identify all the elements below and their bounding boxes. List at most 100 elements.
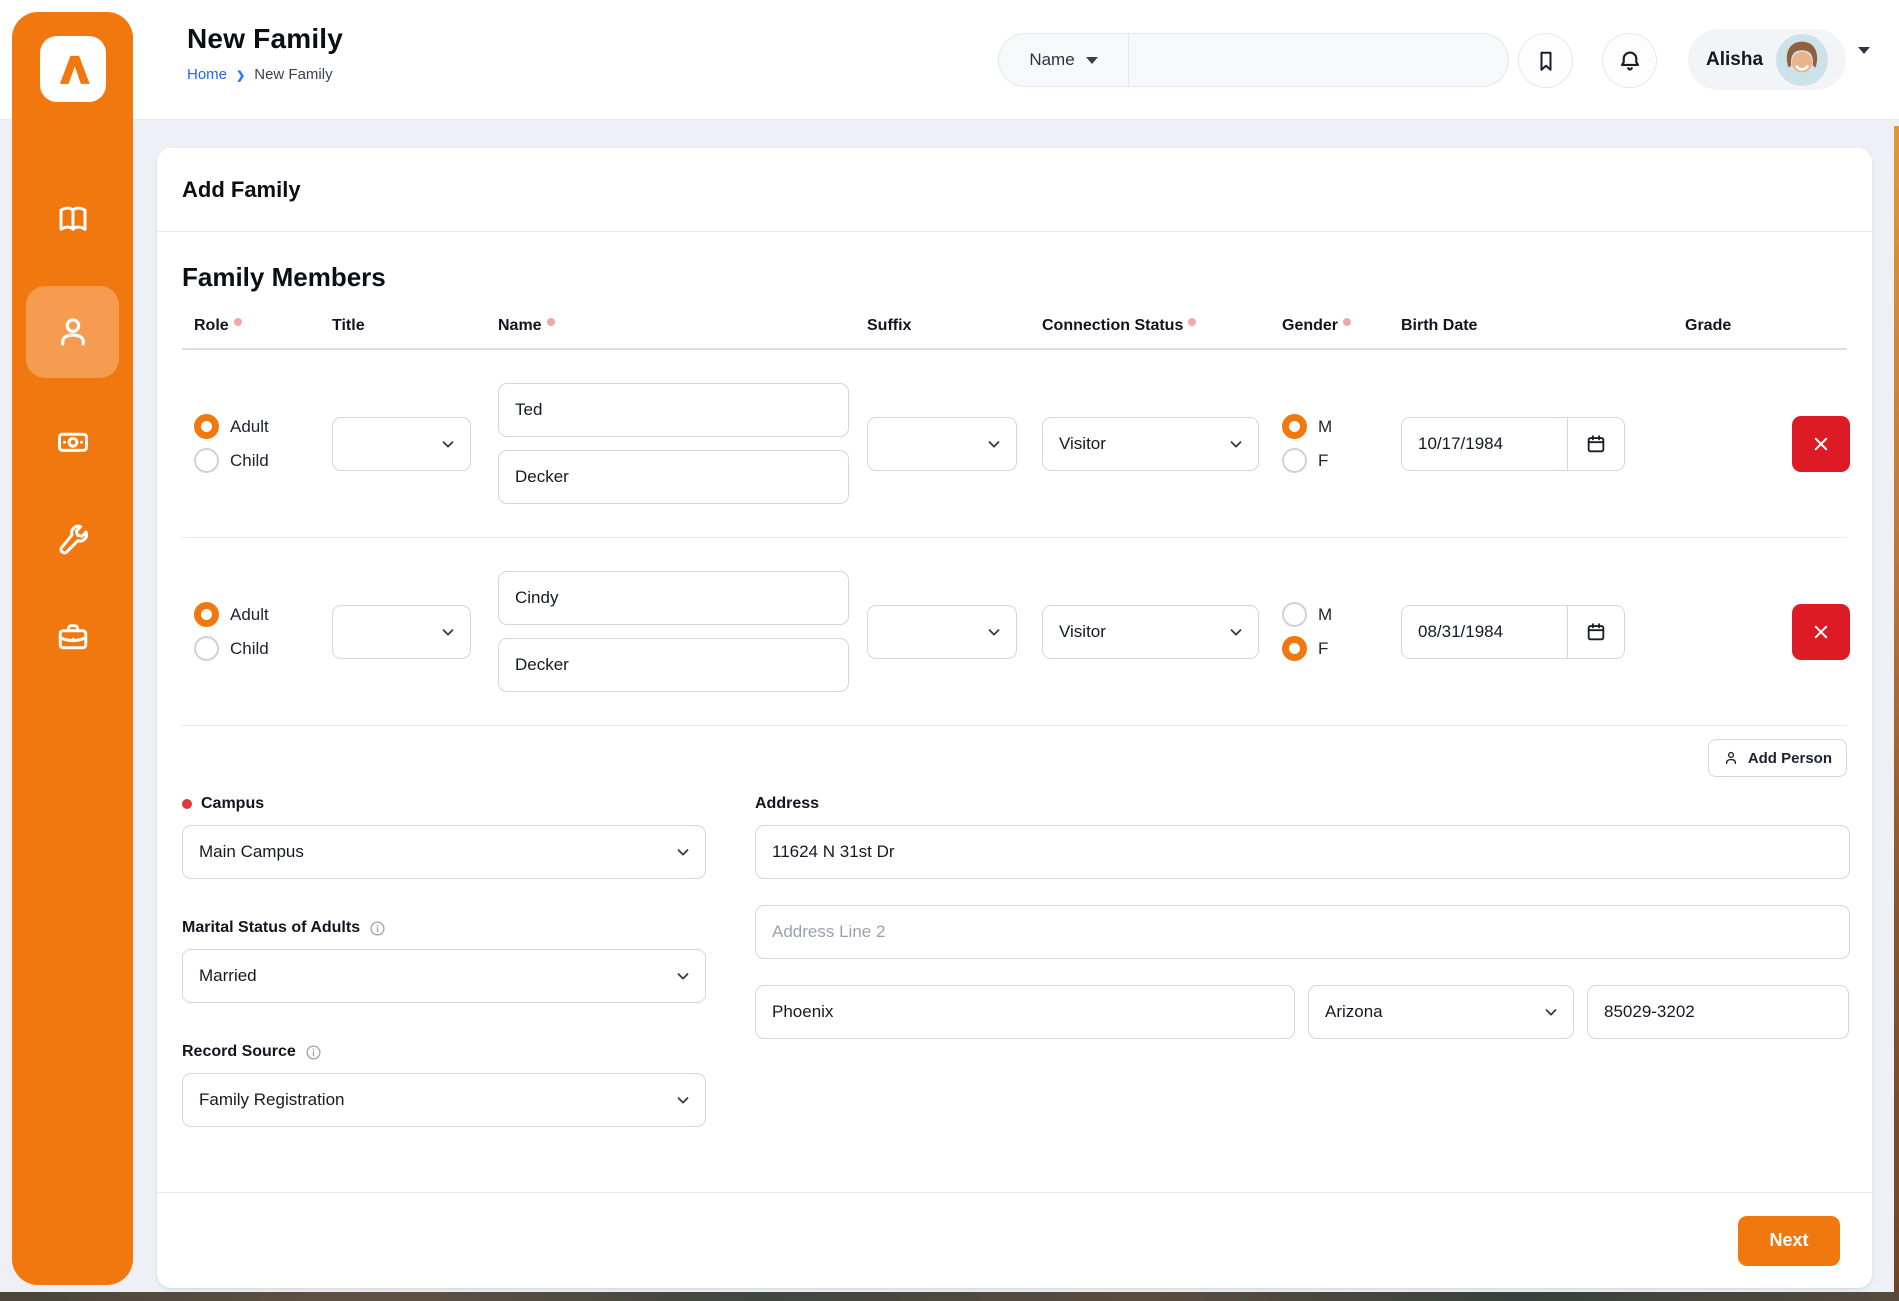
last-name-input[interactable] [498, 450, 849, 504]
city-input[interactable] [755, 985, 1295, 1039]
chevron-down-icon [988, 628, 1000, 636]
chevron-down-icon [1230, 628, 1242, 636]
radio-label: M [1318, 416, 1333, 436]
title-select[interactable] [332, 416, 471, 471]
breadcrumb-current: New Family [254, 66, 333, 83]
info-icon [370, 920, 385, 936]
gender-female-radio[interactable]: F [1282, 636, 1401, 661]
role-child-radio[interactable]: Child [194, 636, 332, 661]
connection-status-select[interactable]: Visitor [1042, 604, 1259, 659]
chevron-down-icon [988, 440, 1000, 448]
first-name-input[interactable] [498, 571, 849, 625]
family-member-row: Adult Child [182, 538, 1850, 726]
family-members-title: Family Members [182, 262, 386, 292]
chevron-down-icon [1545, 1009, 1557, 1016]
gender-male-radio[interactable]: M [1282, 414, 1401, 439]
suffix-select[interactable] [867, 604, 1017, 659]
info-icon [306, 1044, 321, 1060]
record-source-select[interactable]: Family Registration [182, 1073, 706, 1127]
calendar-button[interactable] [1567, 417, 1624, 470]
chevron-down-icon [677, 1097, 689, 1104]
role-adult-radio[interactable]: Adult [194, 602, 332, 627]
gender-radio-group: M F [1282, 414, 1401, 473]
chevron-down-icon [442, 440, 454, 448]
family-members-table: Role Title Name Suffix Connection Status… [182, 317, 1850, 777]
sidebar-item-library[interactable] [12, 201, 133, 237]
gender-male-radio[interactable]: M [1282, 602, 1401, 627]
bookmark-button[interactable] [1518, 33, 1573, 88]
role-radio-group: Adult Child [182, 414, 332, 473]
delete-person-button[interactable] [1792, 603, 1850, 660]
suffix-select[interactable] [867, 416, 1017, 471]
user-menu[interactable]: Alisha [1688, 29, 1846, 90]
required-indicator [1343, 318, 1352, 326]
state-select[interactable]: Arizona [1308, 985, 1574, 1039]
role-radio-group: Adult Child [182, 602, 332, 661]
role-adult-radio[interactable]: Adult [194, 414, 332, 439]
sidebar-item-tools[interactable] [12, 523, 133, 559]
rock-logo[interactable] [40, 36, 106, 102]
address-line1-input[interactable] [755, 825, 1850, 879]
panel-footer: Next [157, 1192, 1872, 1288]
required-indicator [546, 318, 555, 326]
briefcase-icon [58, 624, 87, 650]
sidebar-item-people[interactable] [26, 286, 119, 378]
sidebar [12, 12, 133, 1285]
sidebar-item-work[interactable] [12, 619, 133, 655]
connection-status-select[interactable]: Visitor [1042, 416, 1259, 471]
page-heading: New Family Home ❯ New Family [187, 23, 343, 83]
calendar-button[interactable] [1567, 605, 1624, 658]
search-filter-dropdown[interactable]: Name [999, 34, 1129, 86]
title-select[interactable] [332, 604, 471, 659]
sidebar-item-finance[interactable] [12, 424, 133, 460]
column-header-title: Title [332, 317, 365, 334]
background-photo-bottom-edge [0, 1292, 1899, 1301]
breadcrumb-separator-icon: ❯ [236, 70, 246, 82]
panel-body: Family Members Role Title Name Suffix Co… [157, 232, 1872, 1165]
zip-input[interactable] [1587, 985, 1849, 1039]
campus-label: Campus [182, 793, 706, 815]
notifications-button[interactable] [1602, 33, 1657, 88]
breadcrumb-home-link[interactable]: Home [187, 66, 228, 83]
rock-logo-icon [59, 55, 90, 84]
avatar [1776, 33, 1829, 86]
radio-dot [1282, 414, 1307, 439]
calendar-icon [1587, 622, 1605, 640]
radio-dot [194, 448, 219, 473]
radio-label: Child [230, 450, 269, 470]
radio-label: F [1318, 450, 1329, 470]
campus-select[interactable]: Main Campus [182, 825, 706, 879]
role-child-radio[interactable]: Child [194, 448, 332, 473]
wrench-icon [59, 524, 88, 555]
birth-date-input[interactable] [1402, 417, 1567, 470]
search-input[interactable] [1129, 34, 1508, 86]
record-source-field: Record Source Family Registration [182, 1041, 706, 1127]
radio-dot [1282, 636, 1307, 661]
gender-female-radio[interactable]: F [1282, 448, 1401, 473]
radio-dot [194, 602, 219, 627]
last-name-input[interactable] [498, 638, 849, 692]
birth-date-input[interactable] [1402, 605, 1567, 658]
first-name-input[interactable] [498, 383, 849, 437]
caret-down-icon [1085, 56, 1098, 64]
radio-label: Adult [230, 604, 269, 624]
bookmark-icon [1540, 51, 1551, 71]
family-member-row: Adult Child [182, 350, 1850, 538]
birth-date-group [1401, 604, 1625, 659]
bell-icon [1620, 50, 1639, 70]
address-line2-input[interactable] [755, 905, 1850, 959]
marital-status-select[interactable]: Married [182, 949, 706, 1003]
column-header-gender: Gender [1282, 317, 1401, 335]
next-button[interactable]: Next [1738, 1215, 1840, 1266]
add-family-panel: Add Family Family Members Role Title Nam… [157, 148, 1872, 1288]
chevron-down-icon [442, 628, 454, 636]
add-person-button[interactable]: Add Person [1707, 739, 1847, 777]
panel-header: Add Family [157, 148, 1872, 232]
user-menu-caret[interactable] [1858, 47, 1870, 72]
radio-label: Child [230, 638, 269, 658]
delete-person-button[interactable] [1792, 415, 1850, 472]
close-icon [1814, 437, 1828, 450]
caret-down-icon [1858, 47, 1870, 71]
marital-status-field: Marital Status of Adults Married [182, 917, 706, 1003]
chevron-down-icon [677, 849, 689, 856]
